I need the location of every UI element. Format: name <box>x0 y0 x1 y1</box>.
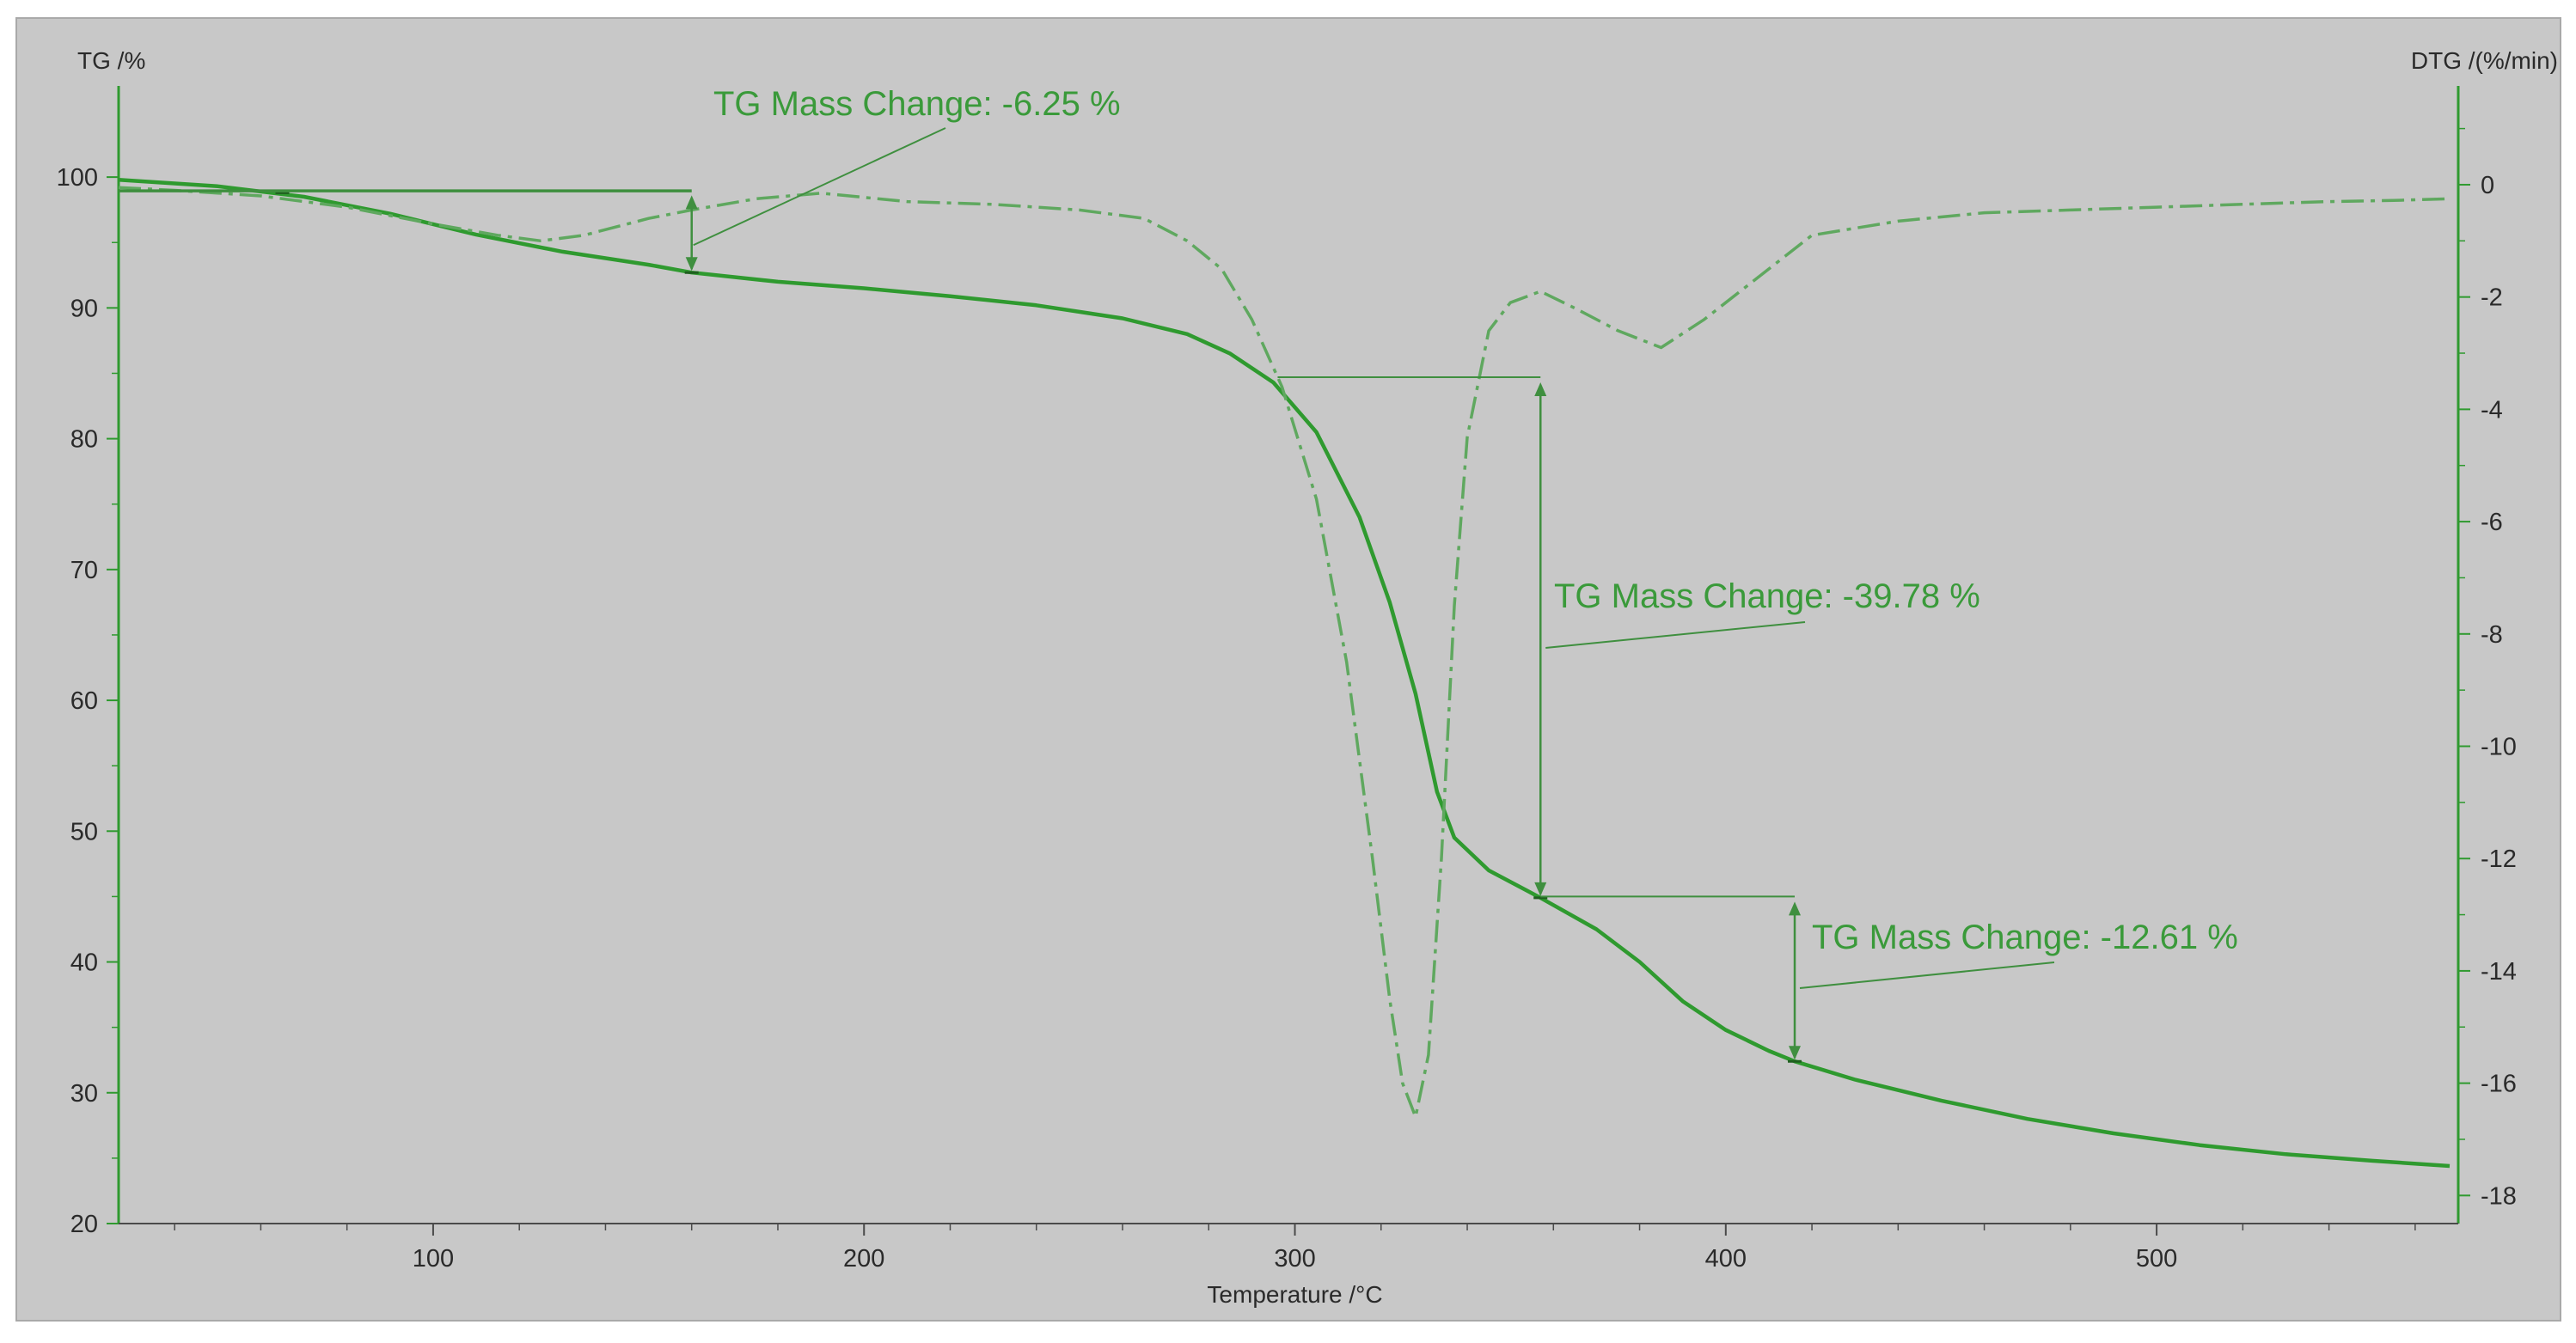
y-right-tick-label: -12 <box>2481 845 2517 873</box>
x-tick-label: 500 <box>2136 1245 2177 1273</box>
annotation-label: TG Mass Change: -6.25 % <box>713 85 1121 123</box>
annotation-leader-line <box>693 127 946 247</box>
y-right-tick-label: -8 <box>2481 621 2503 649</box>
y-right-tick-label: -6 <box>2481 509 2503 536</box>
y-left-tick-label: 30 <box>70 1080 98 1108</box>
x-tick-label: 200 <box>843 1245 884 1273</box>
annotation-arrow-head-bottom <box>685 257 698 272</box>
y-left-tick-label: 80 <box>70 426 98 454</box>
x-tick-label: 300 <box>1274 1245 1315 1273</box>
y-right-tick-label: -10 <box>2481 733 2517 760</box>
y-right-tick-label: -16 <box>2481 1071 2517 1098</box>
annotation-arrow-head-bottom <box>1534 882 1547 896</box>
y-right-tick-label: -4 <box>2481 396 2503 424</box>
y-right-tick-label: -14 <box>2481 958 2517 986</box>
dtg-curve <box>118 186 2451 1119</box>
annotation-arrow-head-top <box>685 195 698 210</box>
chart-frame: 100 200 300 400 500 20 30 40 50 60 70 80 90 100 0 -2 -4 -… <box>15 17 2561 1322</box>
annotation-arrow-head-bottom <box>1789 1046 1802 1060</box>
tg-curve <box>118 177 2451 1169</box>
annotation-label: TG Mass Change: -39.78 % <box>1554 577 1980 615</box>
annotation-label: TG Mass Change: -12.61 % <box>1812 919 2238 956</box>
y-right-tick-label: -18 <box>2481 1182 2517 1210</box>
y-left-tick-label: 100 <box>57 164 98 192</box>
y-left-tick-label: 20 <box>70 1211 98 1238</box>
x-tick-label: 400 <box>1705 1245 1747 1273</box>
y-left-tick-label: 60 <box>70 687 98 715</box>
y-left-tick-label: 50 <box>70 818 98 845</box>
annotation-leader-line <box>1545 621 1806 649</box>
y-left-tick-label: 70 <box>70 557 98 584</box>
annotation-arrow-head-top <box>1534 382 1547 397</box>
y-right-tick-label: -2 <box>2481 284 2503 312</box>
y-right-tick-label: 0 <box>2481 172 2494 199</box>
tga-dtg-chart: 100 200 300 400 500 20 30 40 50 60 70 80 90 100 0 -2 -4 -… <box>57 47 2558 1308</box>
y-right-axis-title: DTG /(%/min) <box>2411 47 2558 74</box>
x-tick-label: 100 <box>413 1245 454 1273</box>
annotation-leader-line <box>1799 961 2055 989</box>
x-axis-title: Temperature /°C <box>1207 1281 1382 1308</box>
y-left-tick-label: 90 <box>70 295 98 322</box>
y-left-tick-label: 40 <box>70 949 98 977</box>
annotation-arrow-head-top <box>1789 901 1802 916</box>
y-left-axis-title: TG /% <box>77 47 145 74</box>
